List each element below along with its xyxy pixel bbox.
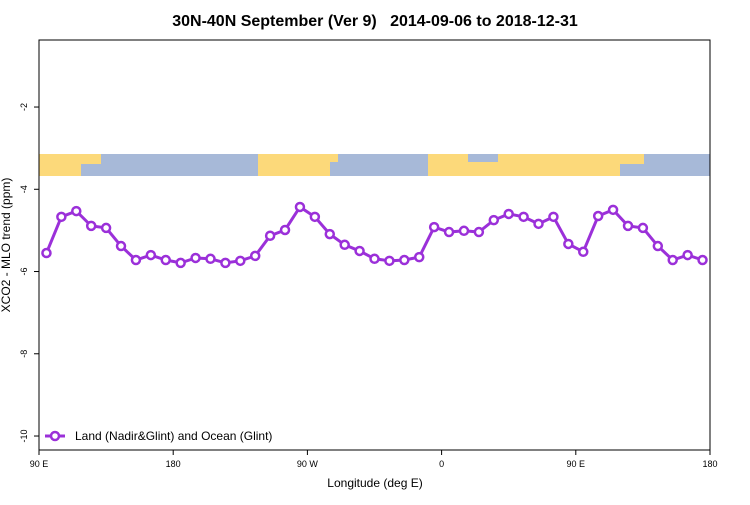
y-tick-label: -4	[19, 185, 29, 193]
y-tick-label: -6	[19, 268, 29, 276]
data-point	[145, 249, 157, 261]
x-tick-label: 90 E	[567, 459, 586, 469]
data-point	[175, 257, 186, 269]
x-tick-label: 0	[439, 459, 444, 469]
x-tick-label: 90 W	[297, 459, 319, 469]
data-point	[428, 221, 440, 233]
data-point	[130, 254, 142, 266]
chart-title: 30N-40N September (Ver 9) 2014-09-06 to …	[172, 13, 578, 30]
data-point	[279, 224, 291, 236]
plot-frame	[38, 39, 711, 451]
y-tick-label: -8	[19, 350, 29, 358]
map-strip	[39, 154, 710, 176]
data-point	[160, 254, 171, 266]
data-point	[339, 239, 350, 251]
legend-marker	[49, 430, 61, 442]
data-point	[115, 240, 127, 252]
data-point	[384, 255, 395, 267]
data-point	[369, 253, 380, 265]
data-point	[578, 246, 589, 258]
data-point	[190, 252, 201, 264]
data-point	[264, 230, 276, 241]
data-point	[548, 211, 559, 223]
legend-label: Land (Nadir&Glint) and Ocean (Glint)	[75, 429, 272, 443]
data-point	[682, 249, 693, 261]
x-axis-label: Longitude (deg E)	[327, 476, 422, 490]
y-tick-label: -10	[19, 430, 29, 443]
y-tick-label: -2	[19, 103, 29, 111]
data-point	[622, 220, 634, 232]
data-point	[294, 201, 306, 213]
data-point	[488, 214, 500, 226]
data-point	[85, 220, 97, 232]
data-point	[205, 253, 216, 265]
data-point	[518, 211, 529, 223]
data-point	[354, 245, 365, 257]
data-point	[637, 222, 649, 234]
data-point	[443, 226, 455, 238]
data-point	[458, 225, 470, 237]
data-point	[652, 240, 664, 252]
data-point	[413, 251, 425, 263]
data-point	[324, 228, 336, 240]
y-axis-label: XCO2 - MLO trend (ppm)	[0, 178, 13, 313]
data-point	[235, 255, 246, 267]
data-point	[697, 254, 708, 266]
data-point	[249, 250, 261, 262]
data-point	[399, 254, 410, 266]
x-tick-label: 180	[166, 459, 181, 469]
data-point	[592, 210, 604, 222]
data-point	[533, 218, 544, 230]
data-point	[503, 208, 514, 220]
data-point	[563, 238, 574, 250]
data-point	[607, 204, 619, 216]
data-point	[100, 222, 112, 234]
data-point	[41, 247, 52, 259]
data-point	[667, 254, 678, 266]
data-point	[220, 257, 231, 269]
data-point	[71, 205, 82, 217]
data-point	[309, 211, 321, 223]
data-point	[56, 211, 67, 223]
x-tick-label: 180	[702, 459, 717, 469]
data-point	[473, 226, 485, 238]
x-tick-label: 90 E	[30, 459, 49, 469]
